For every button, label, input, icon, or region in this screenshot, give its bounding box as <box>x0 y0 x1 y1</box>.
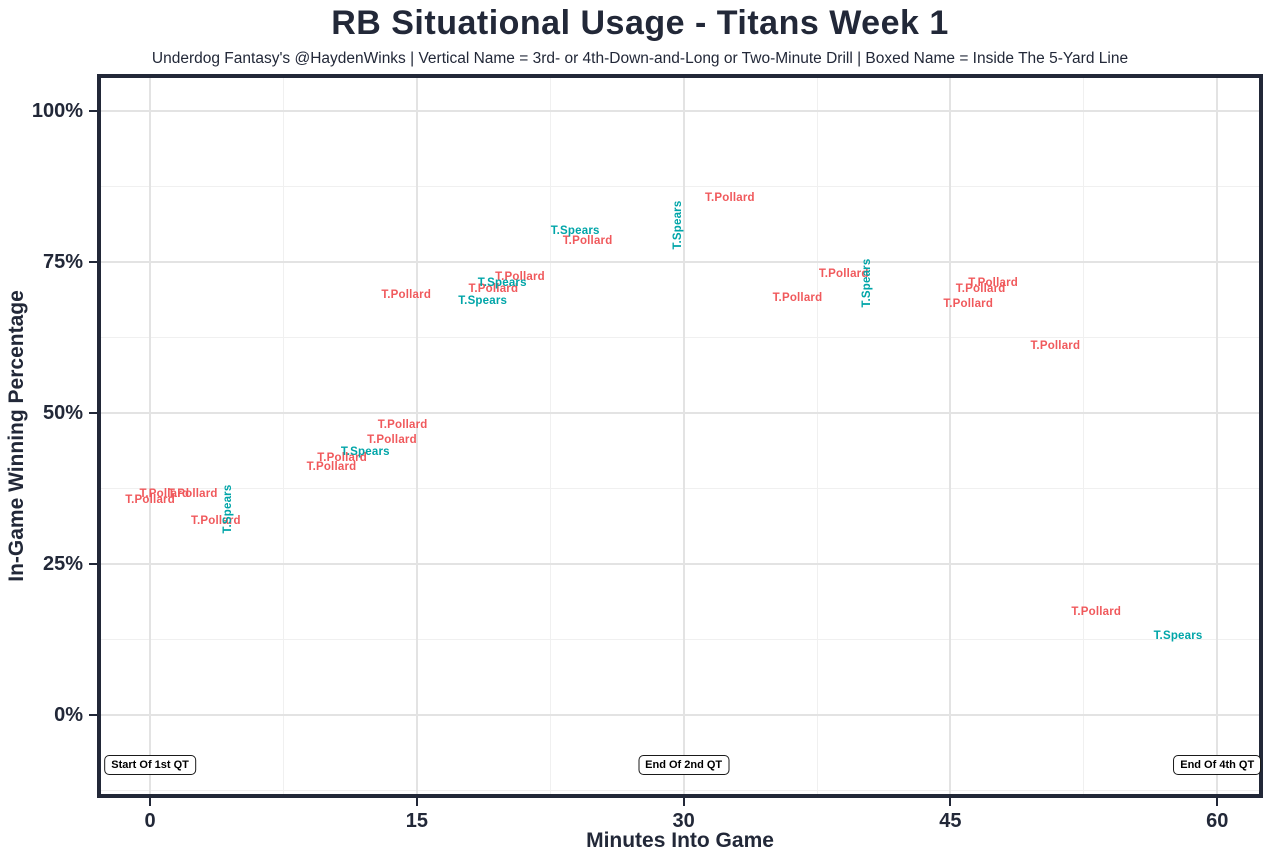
quarter-annotation: Start Of 1st QT <box>104 754 196 775</box>
quarter-annotation: End Of 2nd QT <box>638 754 730 775</box>
major-gridline-horizontal <box>101 260 1259 263</box>
major-gridline-vertical <box>1216 78 1219 794</box>
player-label-tspears: T.Spears <box>477 277 527 290</box>
x-axis-tick <box>949 798 952 806</box>
player-label-tpollard: T.Pollard <box>562 234 613 247</box>
x-tick-label: 60 <box>1206 810 1229 832</box>
minor-gridline-horizontal <box>101 185 1259 187</box>
chart-title: RB Situational Usage - Titans Week 1 <box>331 4 949 42</box>
y-axis-tick <box>89 713 97 716</box>
major-gridline-horizontal <box>101 713 1259 716</box>
player-label-tpollard: T.Pollard <box>495 271 545 284</box>
y-tick-label: 50% <box>42 401 83 424</box>
x-axis-tick <box>149 798 152 806</box>
y-tick-label: 0% <box>54 703 83 726</box>
minor-gridline-vertical <box>549 78 551 794</box>
player-label-tpollard: T.Pollard <box>191 515 241 528</box>
minor-gridline-horizontal <box>101 789 1259 791</box>
minor-gridline-horizontal <box>101 487 1259 489</box>
y-axis-tick <box>89 260 97 263</box>
player-label-tpollard: T.Pollard <box>968 276 1018 289</box>
major-gridline-vertical <box>949 78 952 794</box>
x-axis-tick <box>1216 798 1219 806</box>
quarter-annotation: End Of 4th QT <box>1173 754 1262 775</box>
player-label-tspears: T.Spears <box>222 484 235 534</box>
minor-gridline-vertical <box>1083 78 1085 794</box>
major-gridline-horizontal <box>101 411 1259 414</box>
minor-gridline-horizontal <box>101 336 1259 338</box>
player-label-tspears: T.Spears <box>458 294 508 307</box>
x-axis-tick <box>415 798 418 806</box>
player-label-tpollard: T.Pollard <box>125 494 175 507</box>
player-label-tspears: T.Spears <box>550 225 600 238</box>
player-label-tpollard: T.Pollard <box>167 488 218 501</box>
y-tick-label: 25% <box>42 552 83 575</box>
y-axis-tick <box>89 562 97 565</box>
player-label-tspears: T.Spears <box>1153 630 1203 643</box>
player-label-tspears: T.Spears <box>860 258 873 308</box>
x-tick-label: 30 <box>672 810 695 832</box>
player-label-tpollard: T.Pollard <box>705 192 755 205</box>
minor-gridline-vertical <box>816 78 818 794</box>
y-tick-label: 100% <box>31 99 83 122</box>
y-tick-label: 75% <box>42 250 83 273</box>
player-label-tpollard: T.Pollard <box>818 267 869 280</box>
player-label-tpollard: T.Pollard <box>955 282 1006 295</box>
major-gridline-vertical <box>682 78 685 794</box>
y-axis-title: In-Game Winning Percentage <box>5 290 28 582</box>
player-label-tpollard: T.Pollard <box>317 452 368 465</box>
player-label-tpollard: T.Pollard <box>1030 340 1081 353</box>
player-label-tpollard: T.Pollard <box>772 291 823 304</box>
player-label-tpollard: T.Pollard <box>943 297 994 310</box>
player-label-tpollard: T.Pollard <box>377 418 428 431</box>
player-label-tpollard: T.Pollard <box>139 488 190 501</box>
x-tick-label: 0 <box>144 810 156 832</box>
major-gridline-horizontal <box>101 562 1259 565</box>
x-axis-title: Minutes Into Game <box>586 829 774 852</box>
major-gridline-vertical <box>149 78 152 794</box>
player-label-tspears: T.Spears <box>340 446 390 458</box>
player-label-tpollard: T.Pollard <box>381 288 432 301</box>
x-axis-tick <box>682 798 685 806</box>
plot-panel: 0 15 30 45 60 0% 25% 50% 75% 100% T.Pollard T.Polla… <box>32 74 1263 832</box>
player-label-tspears: T.Spears <box>672 200 685 250</box>
chart-subtitle: Underdog Fantasy's @HaydenWinks | Vertic… <box>151 50 1129 67</box>
y-axis-tick <box>89 109 97 112</box>
player-label-tpollard: T.Pollard <box>367 433 417 446</box>
player-label-tpollard: T.Pollard <box>306 461 357 474</box>
minor-gridline-horizontal <box>101 638 1259 640</box>
major-gridline-horizontal <box>101 109 1259 112</box>
major-gridline-vertical <box>415 78 418 794</box>
player-label-tpollard: T.Pollard <box>1071 606 1122 619</box>
player-label-tpollard: T.Pollard <box>468 283 519 296</box>
x-tick-label: 15 <box>405 810 428 832</box>
minor-gridline-vertical <box>282 78 284 794</box>
x-tick-label: 45 <box>939 810 962 832</box>
y-axis-tick <box>89 411 97 414</box>
